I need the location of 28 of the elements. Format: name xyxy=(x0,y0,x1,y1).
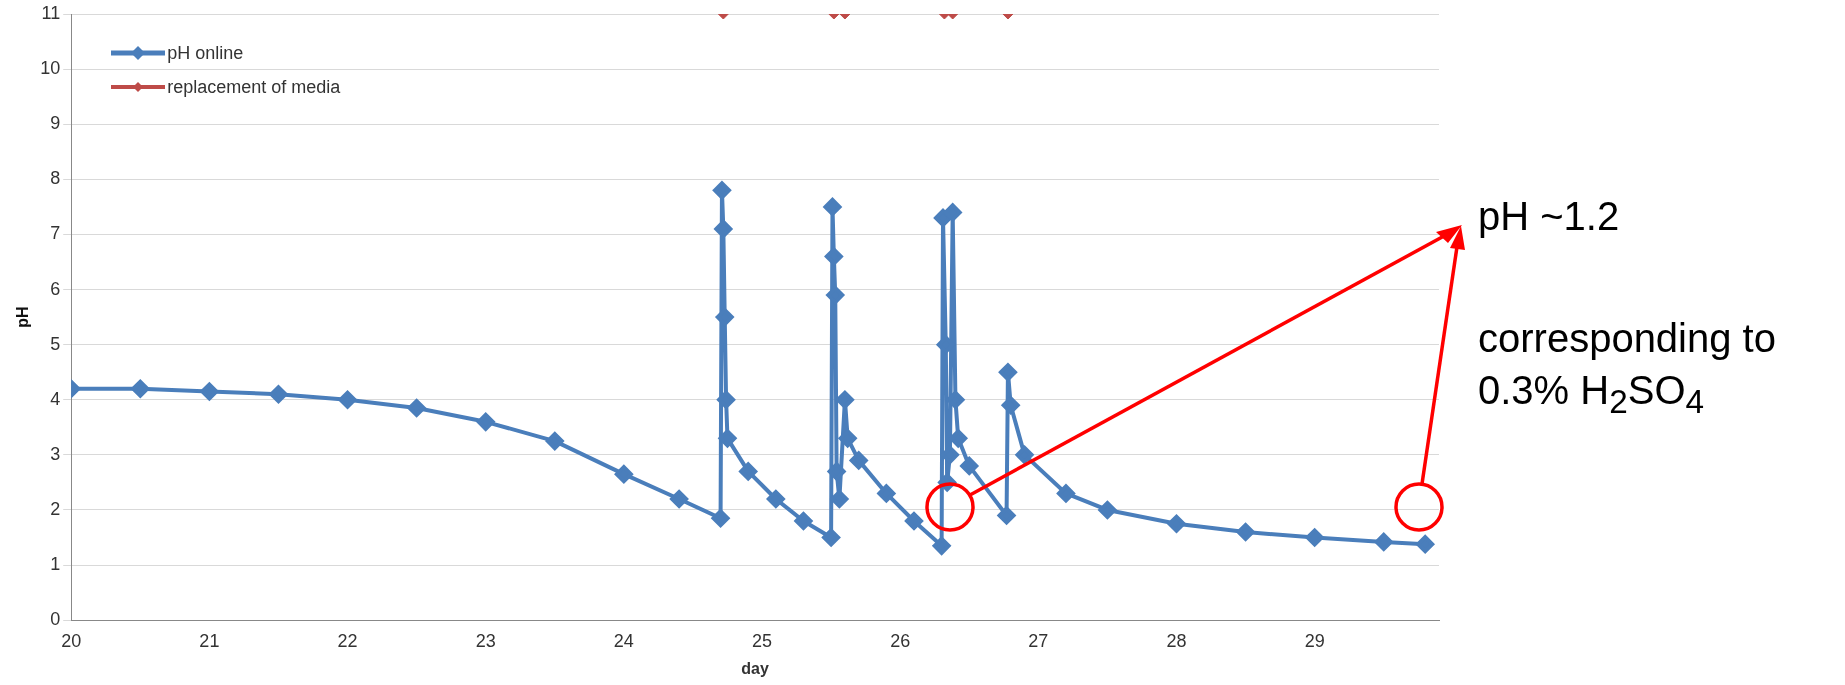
y-tick-label: 9 xyxy=(50,113,61,134)
legend-label: replacement of media xyxy=(167,76,341,98)
x-tick-label: 22 xyxy=(337,630,358,651)
x-tick-label: 20 xyxy=(61,630,82,651)
y-tick-label: 8 xyxy=(50,168,61,189)
y-tick-label: 3 xyxy=(50,443,61,464)
x-tick-label: 29 xyxy=(1304,630,1325,651)
legend-label: pH online xyxy=(167,42,244,64)
y-tick-label: 4 xyxy=(50,388,61,409)
y-tick-label: 11 xyxy=(41,2,61,23)
y-axis-title: pH xyxy=(14,306,32,328)
y-tick-label: 10 xyxy=(40,58,61,79)
x-tick-label: 23 xyxy=(475,630,496,651)
x-tick-label: 21 xyxy=(199,630,220,651)
y-tick-label: 0 xyxy=(50,609,61,630)
y-tick-label: 1 xyxy=(50,554,61,575)
x-tick-label: 27 xyxy=(1028,630,1049,651)
x-tick-label: 26 xyxy=(890,630,911,651)
y-tick-label: 7 xyxy=(50,223,61,244)
text: corresponding to 0.3% H$_{2}$SO$_{4}$ xyxy=(1478,315,1777,422)
x-tick-label: 28 xyxy=(1166,630,1187,651)
y-tick-label: 6 xyxy=(50,278,61,299)
x-tick-label: 24 xyxy=(613,630,634,651)
y-tick-label: 2 xyxy=(50,498,61,519)
text: pH ~1.2 xyxy=(1478,193,1621,240)
x-tick-label: 25 xyxy=(752,630,773,651)
y-tick-label: 5 xyxy=(50,333,61,354)
x-axis-title: day xyxy=(741,659,769,677)
